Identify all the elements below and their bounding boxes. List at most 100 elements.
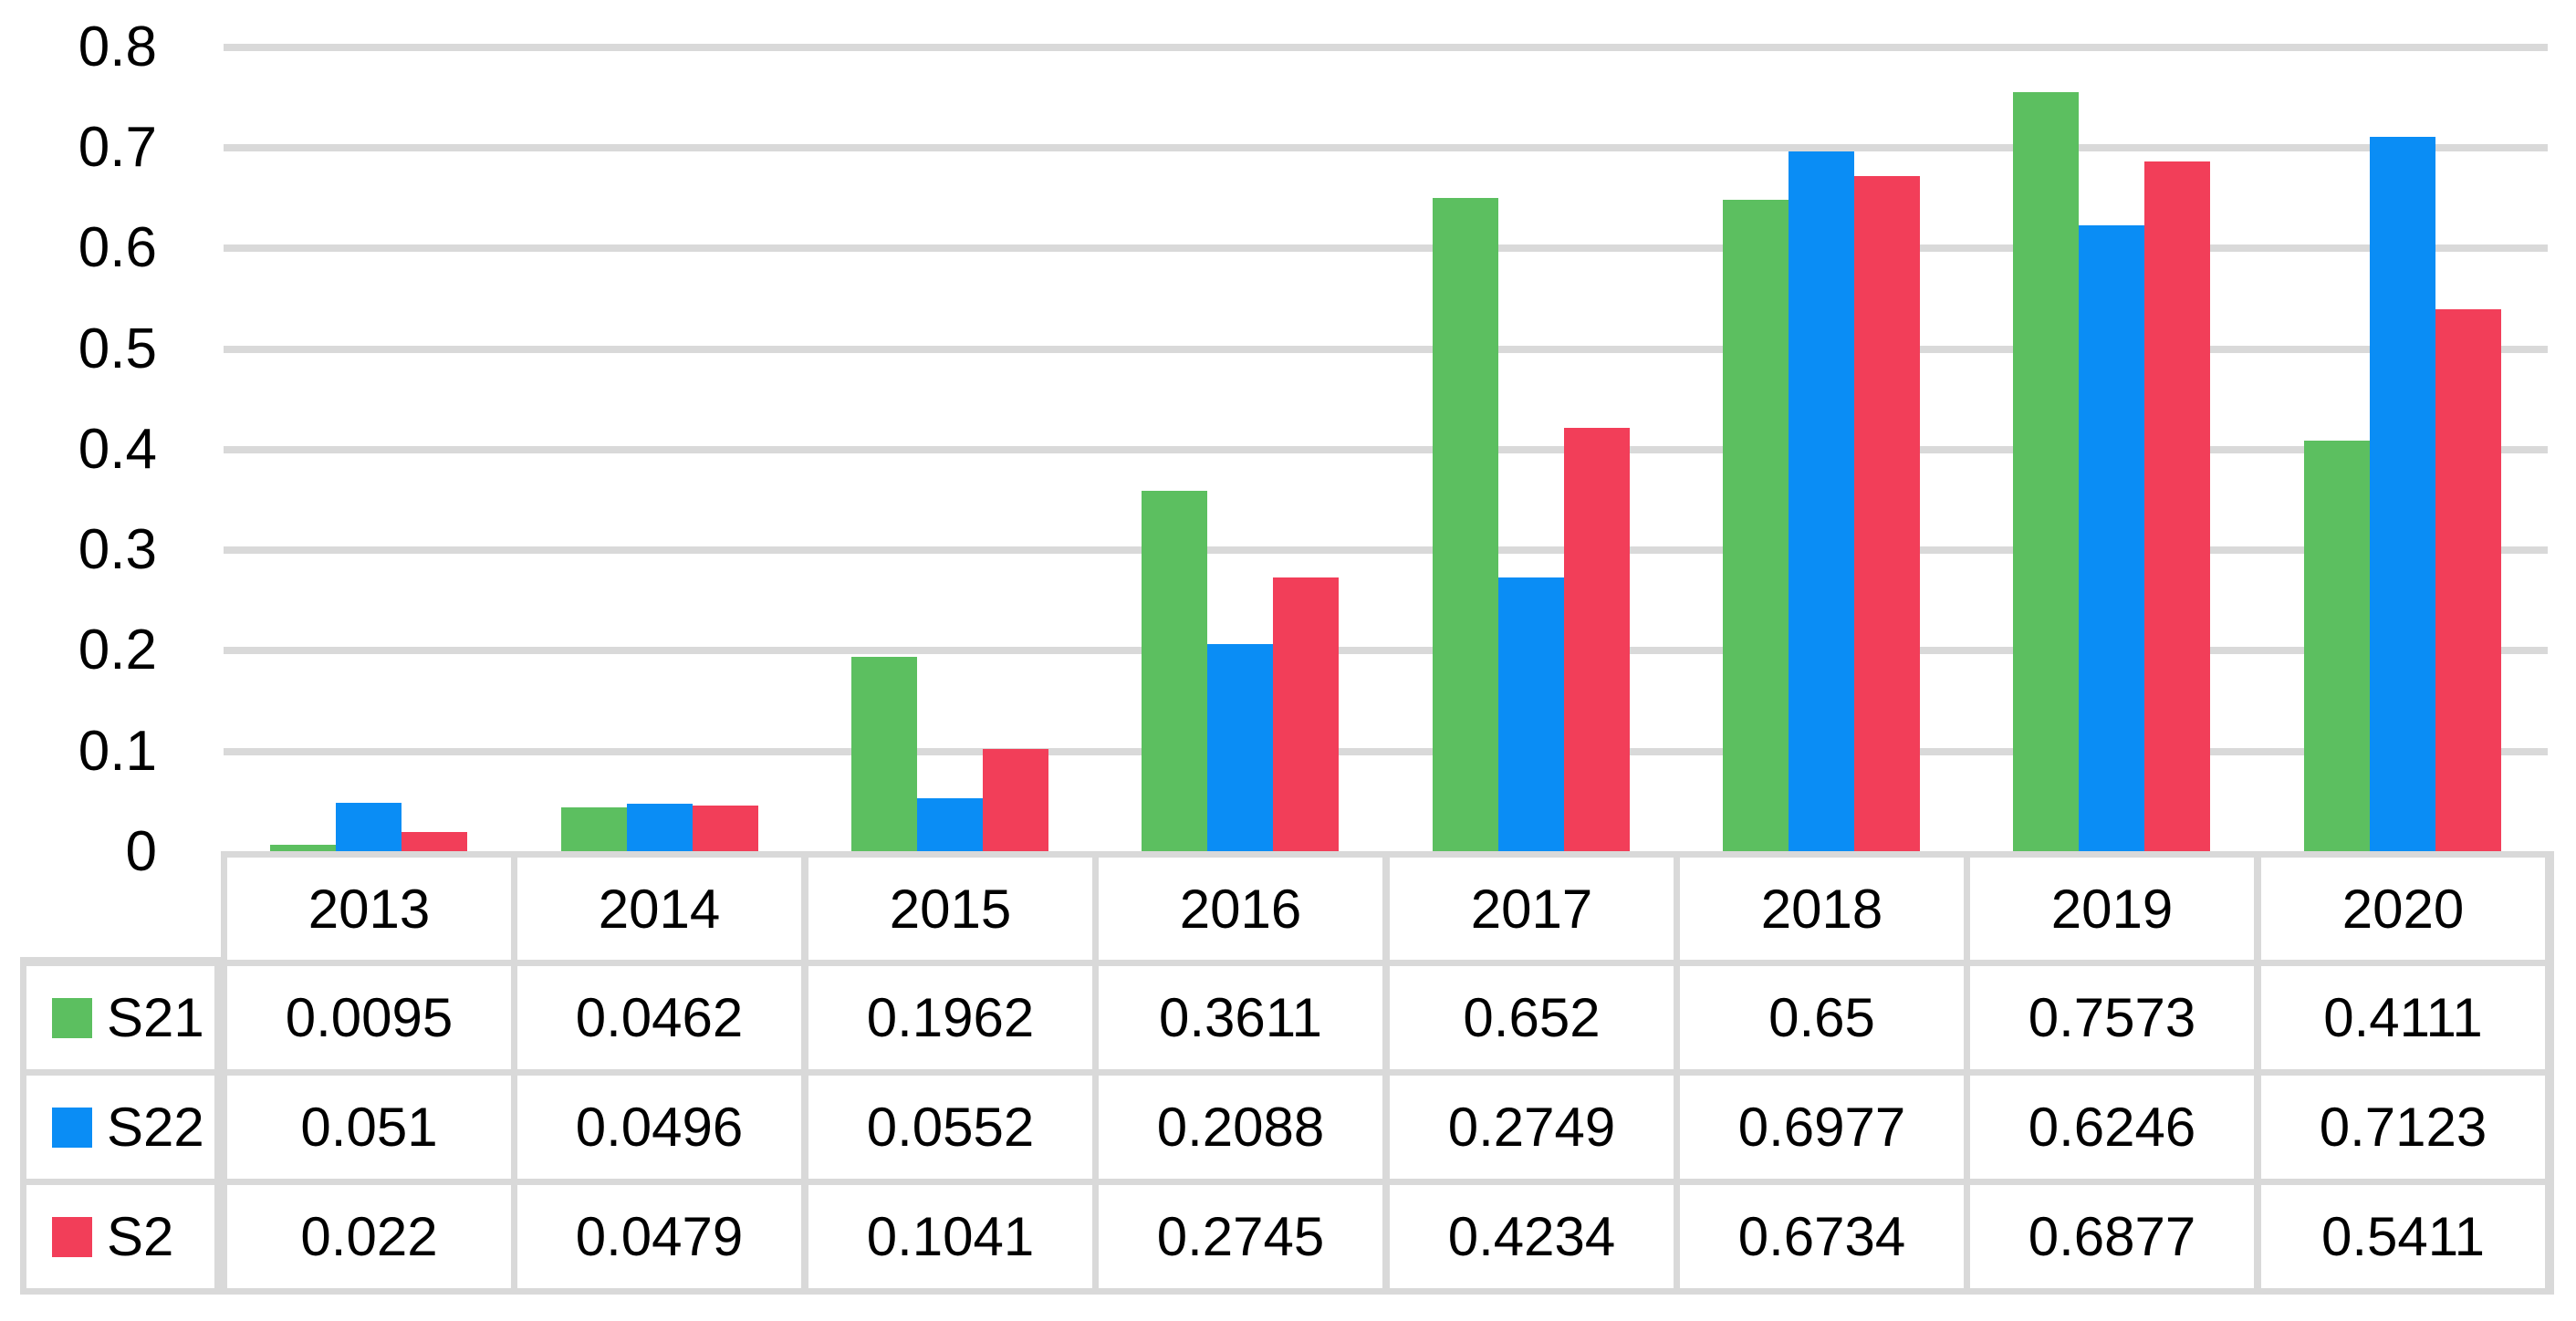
bar-s21-2013 (270, 845, 336, 854)
gridline-0.5 (224, 346, 2548, 353)
value-label: 0.0496 (575, 1097, 744, 1158)
bar-s21-2019 (2013, 92, 2079, 854)
value-cell-s2-2019: 0.6877 (1970, 1185, 2254, 1288)
bar-s2-2016 (1273, 577, 1339, 854)
year-header-cell-2018: 2018 (1680, 858, 1964, 960)
value-cell-s22-2014: 0.0496 (517, 1076, 801, 1179)
year-header-cell-2014: 2014 (517, 858, 801, 960)
year-header-label: 2018 (1760, 878, 1883, 940)
value-label: 0.6877 (2028, 1206, 2196, 1267)
value-label: 0.1041 (866, 1206, 1035, 1267)
bar-s22-2015 (917, 798, 983, 854)
value-label: 0.3611 (1158, 987, 1323, 1048)
bar-s21-2020 (2304, 441, 2370, 854)
y-axis-tick-label-0.8: 0.8 (78, 16, 157, 78)
year-header-cell-2016: 2016 (1099, 858, 1382, 960)
legend-cell-s2: S2 (26, 1185, 214, 1288)
year-header-label: 2017 (1470, 878, 1593, 940)
value-cell-s22-2015: 0.0552 (808, 1076, 1092, 1179)
bar-s2-2013 (402, 832, 467, 854)
year-header-label: 2013 (308, 878, 431, 940)
bar-s21-2016 (1142, 491, 1207, 854)
value-cell-s22-2020: 0.7123 (2261, 1076, 2545, 1179)
year-header-label: 2020 (2341, 878, 2465, 940)
bar-s22-2016 (1207, 644, 1273, 854)
bar-s22-2017 (1498, 577, 1564, 854)
bar-s22-2014 (627, 804, 693, 854)
y-axis-tick-label-0.2: 0.2 (78, 619, 157, 681)
year-header-cell-2020: 2020 (2261, 858, 2545, 960)
value-label: 0.65 (1768, 987, 1875, 1048)
value-label: 0.5411 (2320, 1206, 2486, 1267)
bar-s2-2018 (1854, 176, 1920, 854)
y-axis-tick-label-0: 0 (125, 820, 157, 883)
value-cell-s21-2013: 0.0095 (227, 966, 511, 1069)
value-label: 0.7573 (2028, 987, 2196, 1048)
bar-s2-2017 (1564, 428, 1630, 854)
value-cell-s2-2014: 0.0479 (517, 1185, 801, 1288)
value-label: 0.4111 (2323, 987, 2483, 1048)
bar-chart-plot-area: 0 0.1 0.2 0.3 0.4 0.5 0.6 0.7 0.8 (78, 16, 2548, 883)
legend-swatch-s2 (52, 1216, 92, 1257)
value-cell-s21-2015: 0.1962 (808, 966, 1092, 1069)
value-label: 0.022 (300, 1206, 438, 1267)
legend-label-s22: S22 (107, 1097, 204, 1158)
y-axis-tick-label-0.7: 0.7 (78, 116, 157, 179)
bar-s2-2020 (2435, 309, 2501, 854)
value-cell-s2-2015: 0.1041 (808, 1185, 1092, 1288)
value-label: 0.0462 (575, 987, 744, 1048)
value-label: 0.0552 (866, 1097, 1035, 1158)
value-cell-s21-2017: 0.652 (1390, 966, 1674, 1069)
value-cell-s22-2017: 0.2749 (1390, 1076, 1674, 1179)
bar-s21-2015 (851, 657, 917, 854)
value-cell-s21-2018: 0.65 (1680, 966, 1964, 1069)
year-header-cell-2019: 2019 (1970, 858, 2254, 960)
gridline-0.6 (224, 244, 2548, 252)
year-header-label: 2016 (1179, 878, 1302, 940)
gridline-0.7 (224, 144, 2548, 151)
bar-s22-2019 (2079, 225, 2144, 854)
value-cell-s2-2018: 0.6734 (1680, 1185, 1964, 1288)
value-cell-s21-2019: 0.7573 (1970, 966, 2254, 1069)
bar-s21-2018 (1723, 200, 1789, 854)
bar-s22-2013 (336, 803, 402, 854)
year-header-cell-2015: 2015 (808, 858, 1092, 960)
year-header-cell-2013: 2013 (227, 858, 511, 960)
bar-s2-2019 (2144, 161, 2210, 854)
value-cell-s21-2020: 0.4111 (2261, 966, 2545, 1069)
value-cell-s2-2016: 0.2745 (1099, 1185, 1382, 1288)
bar-s2-2015 (983, 749, 1048, 854)
bar-s2-2014 (693, 806, 758, 854)
value-label: 0.2088 (1156, 1097, 1325, 1158)
value-cell-s21-2014: 0.0462 (517, 966, 801, 1069)
gridline-0.2 (224, 647, 2548, 654)
value-label: 0.6734 (1737, 1206, 1906, 1267)
gridline-0.4 (224, 446, 2548, 453)
y-axis-tick-label-0.5: 0.5 (78, 317, 157, 380)
bar-s22-2020 (2370, 137, 2435, 854)
legend-cell-s21: S21 (26, 966, 214, 1069)
legend-swatch-s22 (52, 1107, 92, 1148)
legend-label-s2: S2 (107, 1206, 174, 1267)
gridline-0.3 (224, 546, 2548, 554)
year-header-cell-2017: 2017 (1390, 858, 1674, 960)
value-cell-s2-2017: 0.4234 (1390, 1185, 1674, 1288)
value-label: 0.0095 (285, 987, 454, 1048)
y-axis-tick-label-0.4: 0.4 (78, 418, 157, 481)
value-label: 0.2745 (1156, 1206, 1325, 1267)
legend-label-s21: S21 (107, 987, 204, 1048)
y-axis-tick-label-0.6: 0.6 (78, 216, 157, 279)
value-label: 0.6977 (1737, 1097, 1906, 1158)
value-label: 0.6246 (2028, 1097, 2196, 1158)
y-axis-tick-label-0.3: 0.3 (78, 518, 157, 581)
bar-s21-2017 (1433, 198, 1498, 854)
value-label: 0.652 (1463, 987, 1601, 1048)
legend-swatch-s21 (52, 997, 92, 1038)
year-header-label: 2019 (2050, 878, 2174, 940)
year-header-label: 2015 (889, 878, 1012, 940)
value-label: 0.2749 (1447, 1097, 1616, 1158)
gridline-0.1 (224, 748, 2548, 755)
value-cell-s2-2013: 0.022 (227, 1185, 511, 1288)
value-cell-s21-2016: 0.3611 (1099, 966, 1382, 1069)
